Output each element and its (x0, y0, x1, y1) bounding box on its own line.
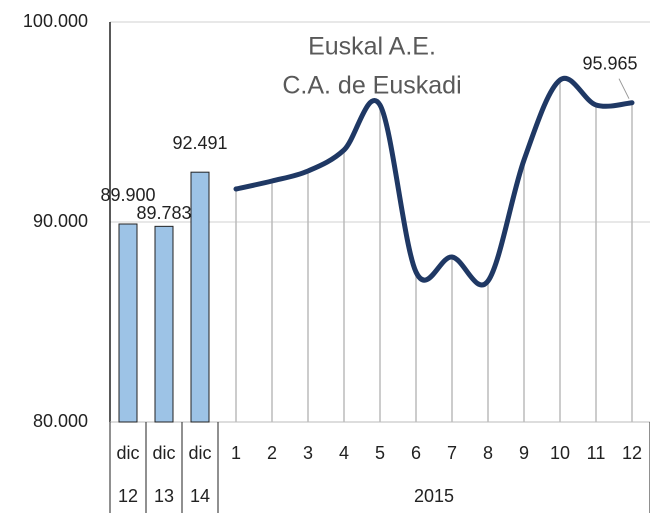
leader-line (618, 78, 630, 99)
data-label: 89.783 (136, 203, 191, 223)
bar (154, 225, 174, 423)
data-label: 95.965 (582, 53, 637, 73)
bar (118, 223, 138, 423)
x-tick-label: 11 (587, 443, 606, 463)
data-label: 92.491 (172, 133, 227, 153)
y-tick-label: 90.000 (33, 211, 88, 231)
chart-subtitle: C.A. de Euskadi (282, 72, 461, 100)
x-tick-label: 4 (339, 443, 349, 463)
x-tick-label: 5 (375, 443, 385, 463)
x-tick-label: dic (188, 443, 211, 463)
x-tick-label: dic (152, 443, 175, 463)
y-tick-label: 80.000 (33, 411, 88, 431)
x-group-label: 13 (154, 486, 174, 506)
bar (190, 171, 210, 423)
data-label: 89.900 (100, 185, 155, 205)
x-tick-label: 7 (447, 443, 457, 463)
x-tick-label: 3 (303, 443, 313, 463)
y-tick-label: 100.000 (23, 11, 88, 31)
x-tick-label: dic (116, 443, 139, 463)
line (233, 75, 635, 288)
chart-title: Euskal A.E. (308, 33, 436, 61)
x-group-label: 14 (190, 486, 210, 506)
x-tick-label: 8 (483, 443, 493, 463)
x-group-label: 12 (118, 486, 138, 506)
x-tick-label: 6 (411, 443, 421, 463)
x-tick-label: 10 (550, 443, 570, 463)
x-tick-label: 9 (519, 443, 529, 463)
x-tick-label: 2 (267, 443, 277, 463)
x-tick-label: 12 (622, 443, 642, 463)
x-group-label: 2015 (414, 486, 454, 506)
x-tick-label: 1 (231, 443, 241, 463)
